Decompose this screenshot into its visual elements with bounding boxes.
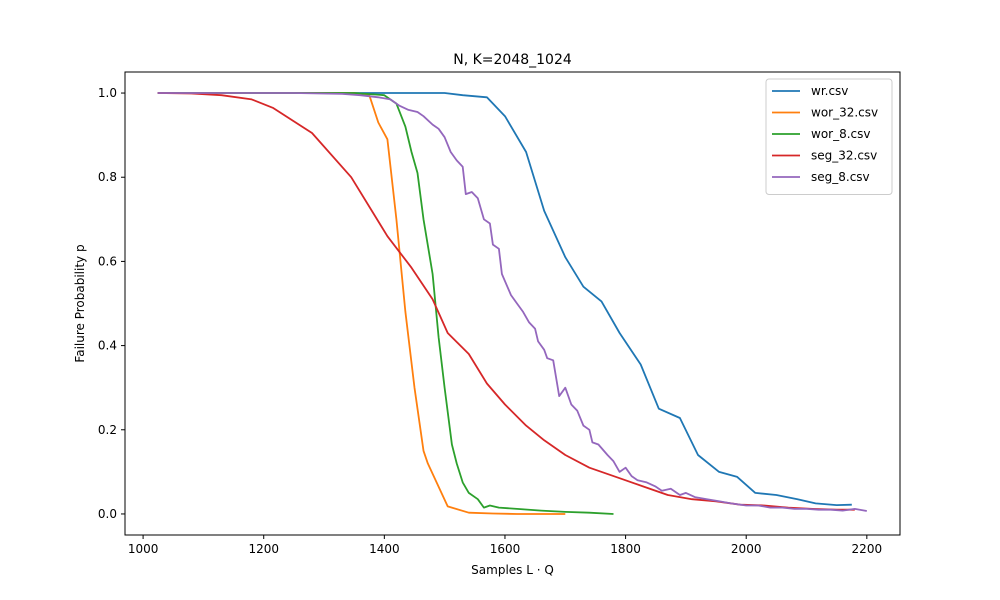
y-axis: 0.0 0.2 0.4 0.6 0.8 1.0 (98, 86, 125, 521)
y-tick-label: 1.0 (98, 86, 117, 100)
y-tick-label: 0.8 (98, 170, 117, 184)
y-tick-label: 0.6 (98, 254, 117, 268)
series-group (157, 92, 867, 515)
chart-title: N, K=2048_1024 (453, 52, 572, 68)
y-tick-label: 0.2 (98, 423, 117, 437)
plot-area-frame (124, 71, 901, 536)
x-tick-label: 1600 (490, 542, 521, 556)
legend-label: wor_32.csv (811, 106, 878, 120)
x-tick-label: 2200 (852, 542, 883, 556)
y-axis-label: Failure Probability p (73, 244, 87, 362)
legend-label: seg_32.csv (811, 149, 877, 163)
x-tick-label: 1000 (128, 542, 159, 556)
x-axis-label: Samples L · Q (471, 563, 554, 577)
series-line-wor-8-csv (157, 92, 614, 515)
legend-box (765, 78, 893, 195)
legend-label: wor_8.csv (811, 127, 871, 141)
legend-label: seg_8.csv (811, 170, 870, 184)
series-line-seg-8-csv (157, 92, 867, 512)
x-axis: 1000 1200 1400 1600 1800 2000 2200 (128, 535, 882, 556)
legend-label: wr.csv (811, 84, 848, 98)
series-line-wr-csv (157, 92, 852, 506)
legend: wr.csv wor_32.csv wor_8.csv seg_32.csv seg_8… (765, 78, 893, 195)
x-tick-label: 2000 (731, 542, 762, 556)
series-line-seg-32-csv (157, 92, 855, 511)
x-tick-label: 1200 (248, 542, 279, 556)
y-tick-label: 0.0 (98, 507, 117, 521)
y-tick-label: 0.4 (98, 339, 117, 353)
x-tick-label: 1800 (610, 542, 641, 556)
x-tick-label: 1400 (369, 542, 400, 556)
series-line-wor-32-csv (157, 92, 566, 515)
